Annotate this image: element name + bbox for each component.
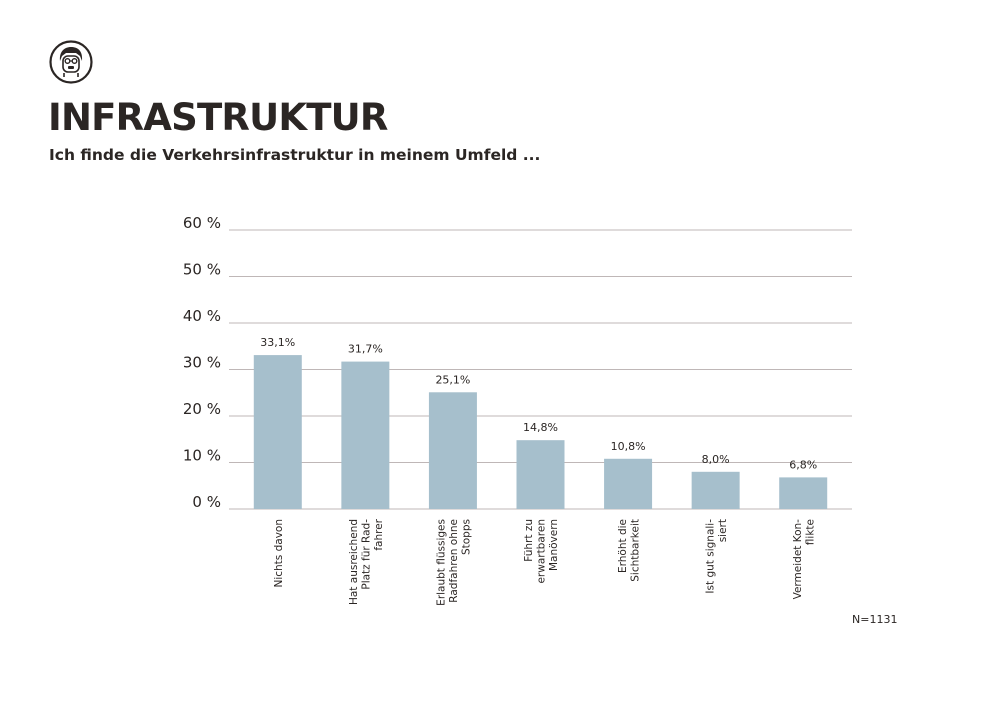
- y-tick-label: 30 %: [183, 354, 221, 372]
- x-tick-label: fahrer: [373, 518, 385, 550]
- x-tick-label: Vermeidet Kon-: [792, 519, 804, 600]
- y-tick-label: 40 %: [183, 307, 221, 325]
- y-tick-label: 10 %: [183, 447, 221, 465]
- data-label: 6,8%: [789, 458, 817, 471]
- bar: [341, 361, 390, 509]
- y-tick-label: 60 %: [183, 214, 221, 232]
- x-tick-label: Erhöht die: [617, 519, 629, 573]
- page-subtitle: Ich finde die Verkehrsinfrastruktur in m…: [49, 146, 541, 164]
- x-tick-label: siert: [717, 519, 729, 542]
- x-tick-label: Erlaubt flüssiges: [435, 519, 447, 606]
- x-tick-label: Stopps: [460, 519, 472, 555]
- bar: [779, 477, 828, 509]
- bar: [516, 440, 565, 509]
- bar: [691, 471, 740, 509]
- x-tick-label: erwartbaren: [536, 519, 548, 584]
- x-tick-label: flikte: [804, 519, 816, 545]
- face-logo-icon: [49, 40, 93, 84]
- page-title: INFRASTRUKTUR: [48, 96, 388, 139]
- x-tick-label: Sichtbarkeit: [629, 519, 641, 582]
- y-tick-label: 50 %: [183, 261, 221, 279]
- data-label: 33,1%: [260, 336, 295, 349]
- data-label: 31,7%: [348, 343, 383, 356]
- x-tick-label: Nichts davon: [273, 519, 285, 588]
- bars: [253, 355, 828, 509]
- bar: [604, 458, 653, 509]
- data-label: 10,8%: [611, 440, 646, 453]
- x-tick-label: Manövern: [548, 519, 560, 571]
- x-tick-label: Hat ausreichend: [348, 519, 360, 605]
- data-labels: 33,1% 31,7% 25,1% 14,8% 10,8% 8,0% 6,8%: [260, 336, 817, 471]
- data-label: 25,1%: [435, 373, 470, 386]
- x-axis-ticks: Nichts davon Hat ausreichend Platz für Rad…: [273, 518, 817, 605]
- bar: [253, 355, 302, 509]
- x-tick-label: Platz für Rad-: [360, 519, 372, 590]
- y-axis-ticks: 0 % 10 % 20 % 30 % 40 % 50 % 60 %: [183, 214, 221, 511]
- data-label: 8,0%: [702, 453, 730, 466]
- x-tick-label: Ist gut signali-: [704, 519, 716, 594]
- bar: [428, 392, 477, 509]
- x-tick-label: Radfahren ohne: [448, 519, 460, 603]
- sample-size-note: N=1131: [852, 613, 898, 626]
- data-label: 14,8%: [523, 421, 558, 434]
- x-tick-label: Führt zu: [523, 519, 535, 562]
- y-tick-label: 20 %: [183, 400, 221, 418]
- y-tick-label: 0 %: [192, 493, 221, 511]
